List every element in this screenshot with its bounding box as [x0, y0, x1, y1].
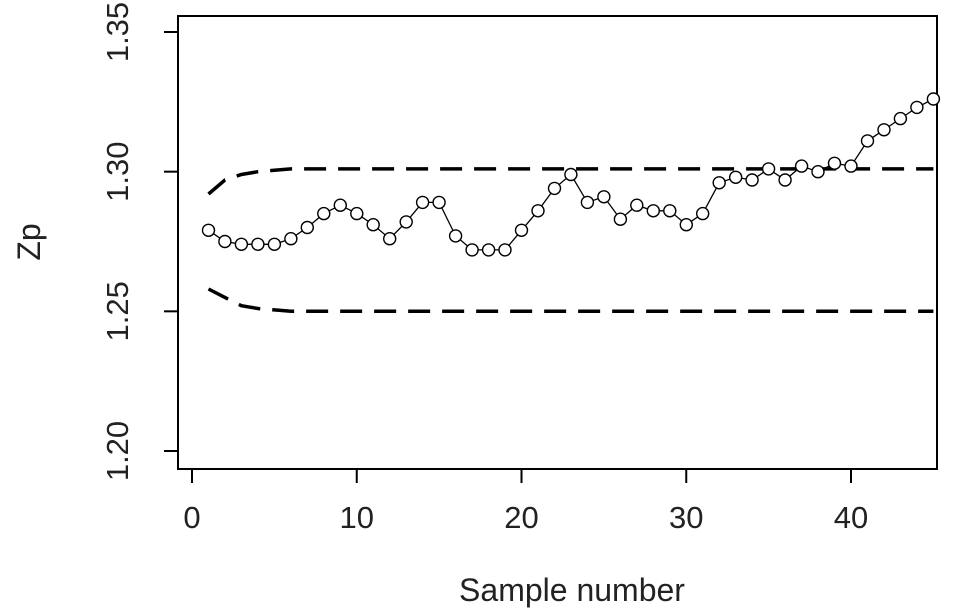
data-point: [778, 173, 792, 187]
y-tick-label: 1.25: [100, 281, 135, 341]
data-point: [597, 190, 611, 204]
data-point: [877, 123, 891, 137]
data-point: [366, 217, 380, 232]
data-point: [745, 173, 759, 187]
data-point: [844, 159, 858, 173]
data-point: [564, 167, 578, 182]
y-tick-label: 1.30: [100, 141, 135, 201]
data-point: [481, 243, 496, 257]
data-point: [531, 204, 545, 218]
data-point: [580, 195, 595, 210]
data-point: [251, 237, 265, 252]
x-tick-label: 0: [183, 500, 200, 535]
y-axis: 1.20 1.25 1.30 1.35: [100, 2, 178, 481]
data-point: [910, 100, 924, 115]
data-point: [926, 92, 941, 106]
data-point: [465, 243, 479, 257]
data-point: [827, 156, 842, 171]
x-tick-label: 30: [669, 500, 703, 535]
data-point: [218, 234, 232, 249]
data-point: [383, 231, 397, 246]
data-point: [547, 181, 562, 196]
data-point: [613, 212, 628, 226]
y-axis-title: Zp: [11, 223, 47, 260]
observed-series: [201, 92, 941, 257]
y-tick-label: 1.20: [100, 421, 135, 481]
data-point: [514, 223, 529, 238]
x-axis-title: Sample number: [459, 572, 685, 608]
upper-control-limit-line: [207, 167, 934, 196]
data-point: [317, 206, 331, 221]
data-point: [712, 176, 726, 190]
x-tick-label: 40: [834, 500, 868, 535]
data-point: [498, 243, 512, 257]
data-point: [234, 237, 249, 252]
data-point: [399, 215, 413, 229]
y-tick-label: 1.35: [100, 2, 135, 62]
data-point: [729, 170, 743, 185]
x-tick-label: 10: [340, 500, 374, 535]
data-point: [811, 164, 825, 179]
data-point: [333, 198, 347, 212]
data-point: [267, 237, 282, 252]
data-point: [448, 229, 463, 243]
data-point: [696, 206, 710, 221]
data-point: [679, 217, 693, 232]
control-limits: [207, 167, 934, 314]
data-point: [794, 159, 809, 173]
x-tick-label: 20: [504, 500, 538, 535]
data-point: [350, 206, 364, 221]
data-point: [201, 223, 216, 238]
x-axis: 0 10 20 30 40: [183, 469, 868, 535]
data-point: [663, 204, 677, 218]
plot-frame: [177, 15, 938, 470]
data-point: [646, 204, 660, 218]
lower-control-limit-line: [207, 287, 934, 314]
data-point: [893, 111, 908, 126]
data-point: [432, 195, 446, 210]
data-point: [415, 195, 430, 210]
data-point: [860, 134, 875, 148]
data-point: [761, 162, 776, 176]
data-point: [630, 198, 644, 212]
data-point: [284, 231, 298, 246]
data-point: [300, 220, 314, 235]
